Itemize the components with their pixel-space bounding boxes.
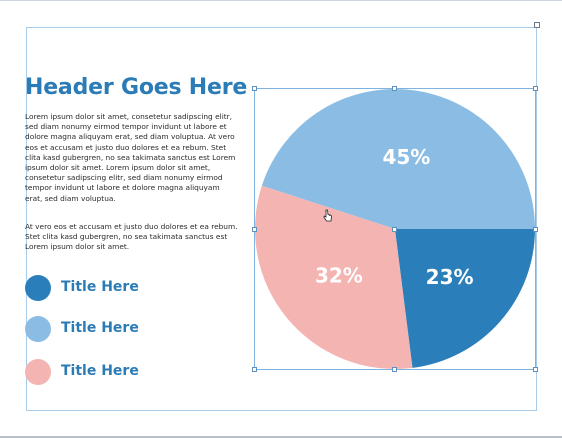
body-paragraph-1[interactable]: Lorem ipsum dolor sit amet, consetetur s…	[25, 112, 236, 203]
selection-handle-nw[interactable]	[252, 86, 257, 91]
selection-handle-sw[interactable]	[252, 367, 257, 372]
legend-dot-1	[25, 275, 51, 301]
pie-chart-svg: 45% 32% 23%	[254, 89, 535, 369]
legend-dot-2	[25, 316, 51, 342]
body-paragraph-2[interactable]: At vero eos et accusam et justo duo dolo…	[25, 222, 238, 252]
pie-slice-2[interactable]	[254, 185, 413, 369]
mouse-cursor-icon	[323, 209, 332, 222]
pie-slice-label-3: 23%	[426, 265, 474, 289]
selection-handle-se[interactable]	[533, 367, 538, 372]
selection-handle-s[interactable]	[392, 367, 397, 372]
slide-header[interactable]: Header Goes Here	[25, 75, 248, 100]
legend-label-1: Title Here	[61, 279, 139, 295]
legend-label-3: Title Here	[61, 363, 139, 379]
pie-slice-label-1: 45%	[382, 145, 430, 169]
slide-resize-handle[interactable]	[534, 22, 540, 28]
pie-chart[interactable]: 45% 32% 23%	[254, 88, 536, 370]
pie-slice-3[interactable]	[395, 229, 535, 368]
selection-handle-ne[interactable]	[533, 86, 538, 91]
slide-frame[interactable]	[26, 27, 537, 411]
selection-handle-w[interactable]	[252, 227, 257, 232]
legend-dot-3	[25, 359, 51, 385]
pie-slice-label-2: 32%	[315, 263, 363, 287]
pie-slice-1[interactable]	[261, 89, 535, 229]
legend-label-2: Title Here	[61, 320, 139, 336]
pie-center-handle[interactable]	[392, 227, 397, 232]
selection-handle-n[interactable]	[392, 86, 397, 91]
selection-handle-e[interactable]	[533, 227, 538, 232]
